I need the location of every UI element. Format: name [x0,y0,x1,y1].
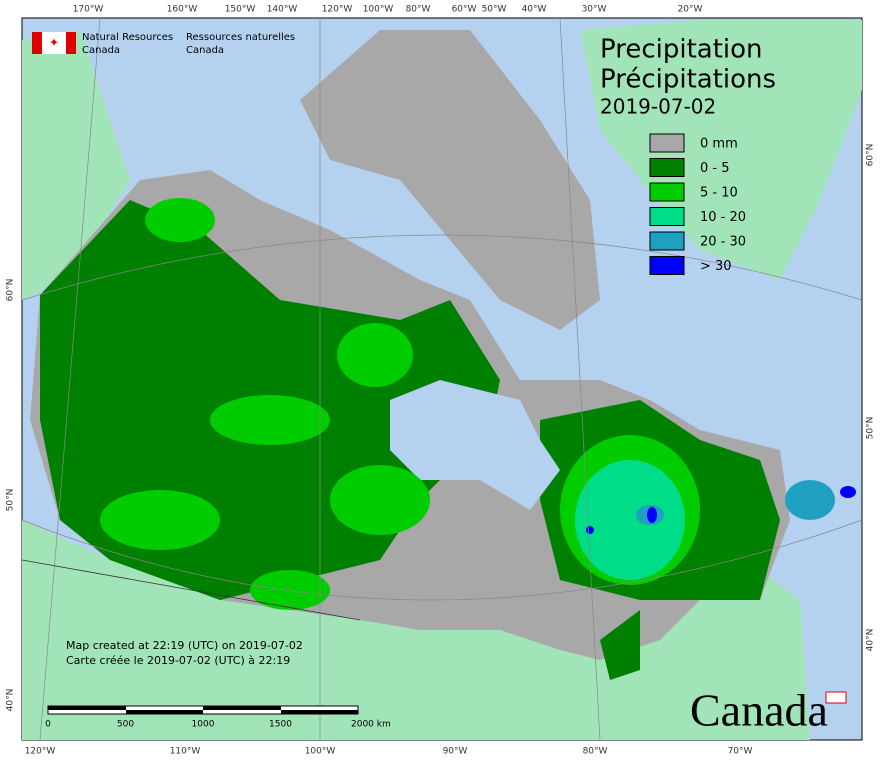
org-en: Canada [82,45,120,56]
org-fr: Ressources naturelles [186,32,295,43]
wordmark-flag [825,691,847,704]
scale-labels: 0 500 1000 1500 2000 km [45,720,391,730]
precip-area [575,460,685,580]
alaska-land [22,30,130,300]
precip-area [330,465,430,535]
lat-label: 40°N [6,689,16,712]
lon-label: 120°W [25,747,56,757]
title: Précipitations [600,65,776,95]
lat-label: 60°N [866,144,876,167]
lon-label: 160°W [167,5,198,15]
lon-label: 60°W [452,5,477,15]
legend-swatch [649,158,685,177]
scale-label: 2000 km [351,720,391,730]
lon-label: 100°W [305,747,336,757]
precip-area [210,395,330,445]
precip-area [337,323,413,387]
lon-label: 140°W [267,5,298,15]
usa-land [22,520,810,740]
precip-area [586,526,594,534]
map-area [21,17,863,741]
lon-label: 90°W [443,747,468,757]
arctic-islands [300,30,600,330]
legend-label: 20 - 30 [700,235,746,250]
scale-bar [47,705,359,715]
legend-swatch [649,231,685,251]
wordmark: Canada [690,685,828,736]
lon-label: 50°W [482,5,507,15]
legend-swatch [649,182,685,202]
scale-label: 500 [117,720,134,730]
org-en: Natural Resources [82,32,173,43]
lon-label: 20°W [678,5,703,15]
lat-label: 60°N [6,279,16,302]
precip-area [250,570,330,610]
top-labels: 170°W 160°W 150°W 140°W 120°W 100°W 80°W 60°W 50… [6,5,876,757]
border [21,559,361,621]
legend-label: > 30 [700,259,732,274]
legend-label: 0 - 5 [700,161,730,176]
scale-label: 1000 [192,720,215,730]
precip-area [840,486,856,498]
scale-label: 1500 [269,720,292,730]
lat-label: 50°N [866,417,876,440]
precip-area [100,490,220,550]
legend-label: 0 mm [700,137,738,152]
scale-label: 0 [45,720,51,730]
date: 2019-07-02 [600,95,716,119]
org-fr: Canada [186,45,224,56]
note: Map created at 22:19 (UTC) on 2019-07-02 [66,639,303,652]
lon-label: 100°W [363,5,394,15]
hudson-bay [390,380,560,510]
legend-swatch [649,133,685,153]
lat-label: 40°N [866,629,876,652]
lat-label: 50°N [6,489,16,512]
title: Precipitation [600,35,763,65]
lon-label: 70°W [728,747,753,757]
lon-label: 150°W [225,5,256,15]
legend-label: 10 - 20 [700,210,746,225]
flag-leaf: ✦ [49,36,59,50]
lon-label: 120°W [322,5,353,15]
precip-area [145,198,215,242]
flag [32,32,76,54]
lon-label: 30°W [582,5,607,15]
legend: 0 mm 0 - 5 5 - 10 10 - 20 20 - 30 > 30 [649,133,746,275]
lon-label: 80°W [406,5,431,15]
greenland-land [580,20,862,280]
legend-swatch [649,207,685,226]
lon-label: 170°W [73,5,104,15]
note: Carte créée le 2019-07-02 (UTC) à 22:19 [66,654,290,667]
flag-bar [66,32,76,54]
precip-area [785,480,835,520]
lon-label: 80°W [583,747,608,757]
legend-swatch [649,256,685,275]
legend-label: 5 - 10 [700,186,738,201]
graticule [21,17,863,741]
precip-area [600,610,640,680]
precip-area [647,507,657,523]
lon-label: 40°W [522,5,547,15]
flag-bar [32,32,42,54]
lon-label: 110°W [170,747,201,757]
